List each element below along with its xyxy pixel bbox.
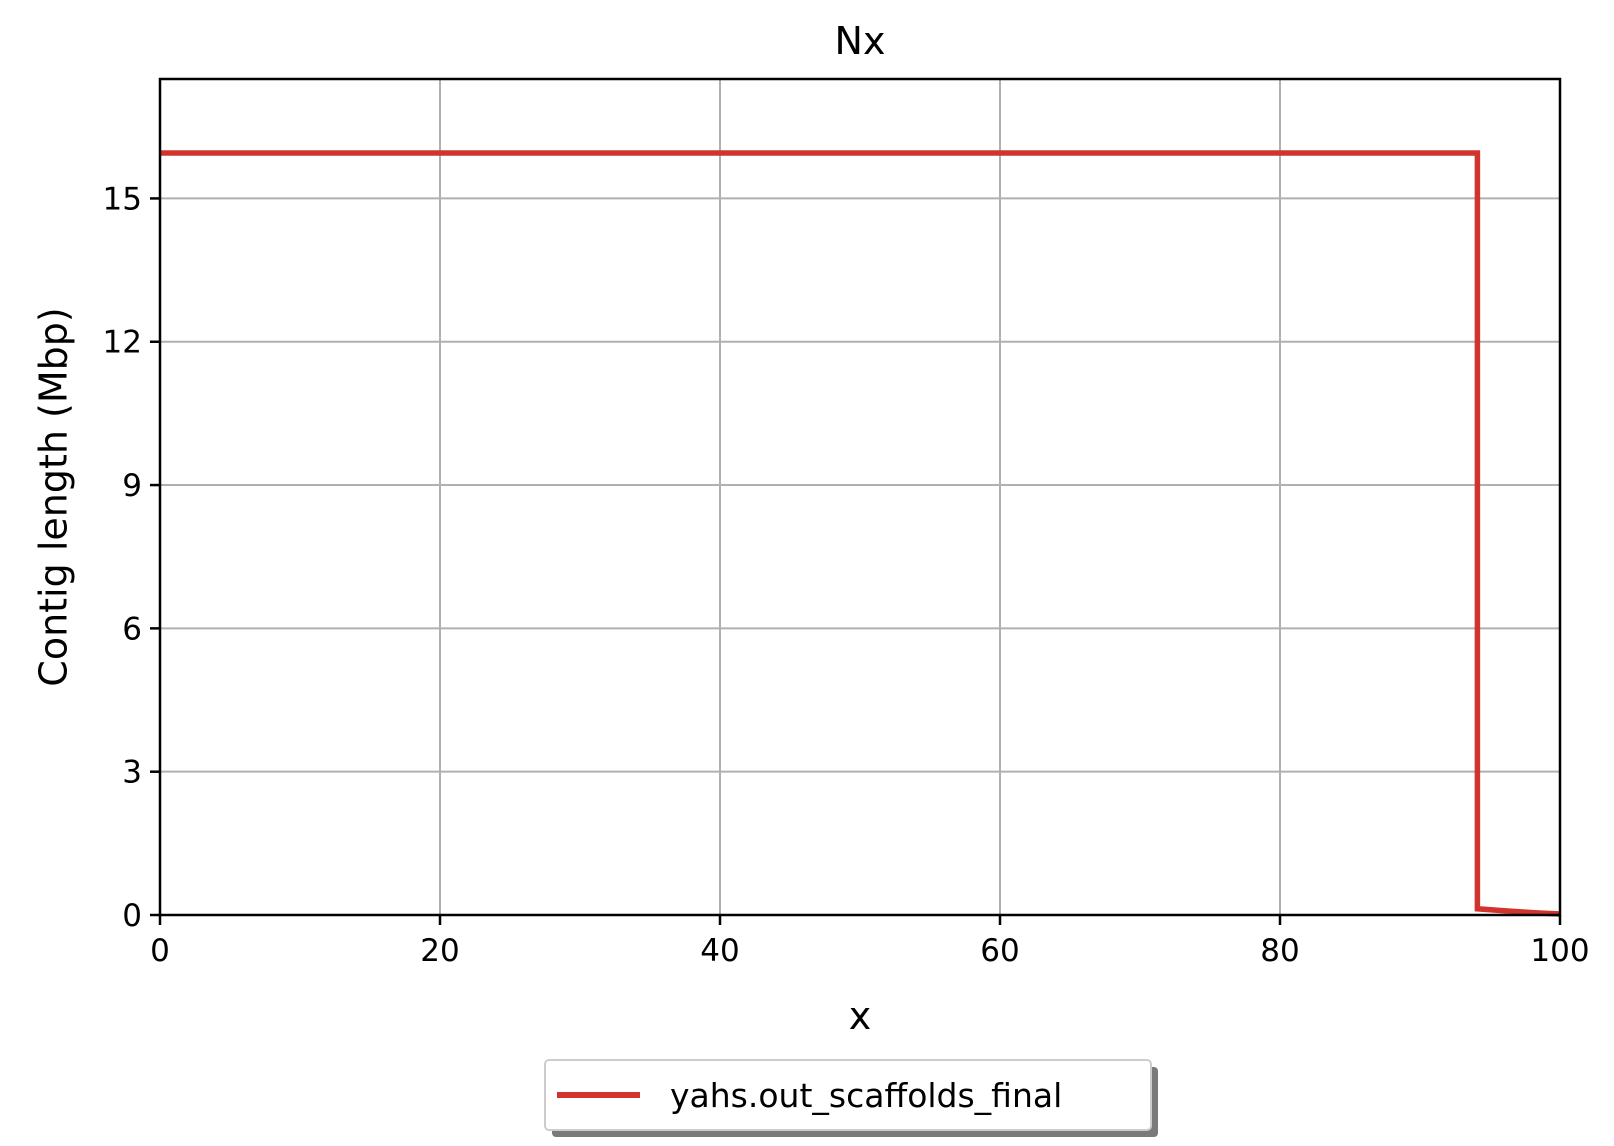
y-tick-label: 12 bbox=[103, 325, 142, 361]
y-tick-label: 6 bbox=[122, 611, 142, 647]
series-line bbox=[160, 150, 1561, 917]
y-tick-label: 0 bbox=[122, 898, 142, 934]
y-axis-ticks: 0 3 6 9 12 15 bbox=[103, 181, 160, 934]
y-tick-label: 15 bbox=[103, 181, 142, 217]
y-tick-label: 3 bbox=[122, 755, 142, 791]
legend-label: yahs.out_scaffolds_final bbox=[670, 1076, 1062, 1115]
chart-title: Nx bbox=[835, 19, 886, 63]
x-axis-label: x bbox=[849, 994, 872, 1038]
x-tick-label: 20 bbox=[420, 933, 459, 969]
series-layer bbox=[160, 150, 1561, 917]
legend-box bbox=[544, 1059, 1152, 1131]
y-tick-label: 9 bbox=[122, 468, 142, 504]
x-tick-label: 60 bbox=[980, 933, 1019, 969]
x-tick-label: 80 bbox=[1260, 933, 1299, 969]
x-tick-label: 100 bbox=[1530, 933, 1589, 969]
x-tick-label: 40 bbox=[700, 933, 739, 969]
plot-frame bbox=[158, 77, 1562, 917]
legend: yahs.out_scaffolds_final bbox=[544, 1059, 1158, 1137]
x-tick-label: 0 bbox=[150, 933, 170, 969]
y-axis-label: Contig length (Mbp) bbox=[32, 307, 76, 686]
grid-lines bbox=[159, 79, 1561, 916]
x-axis-ticks: 0 20 40 60 80 100 bbox=[150, 915, 1590, 969]
